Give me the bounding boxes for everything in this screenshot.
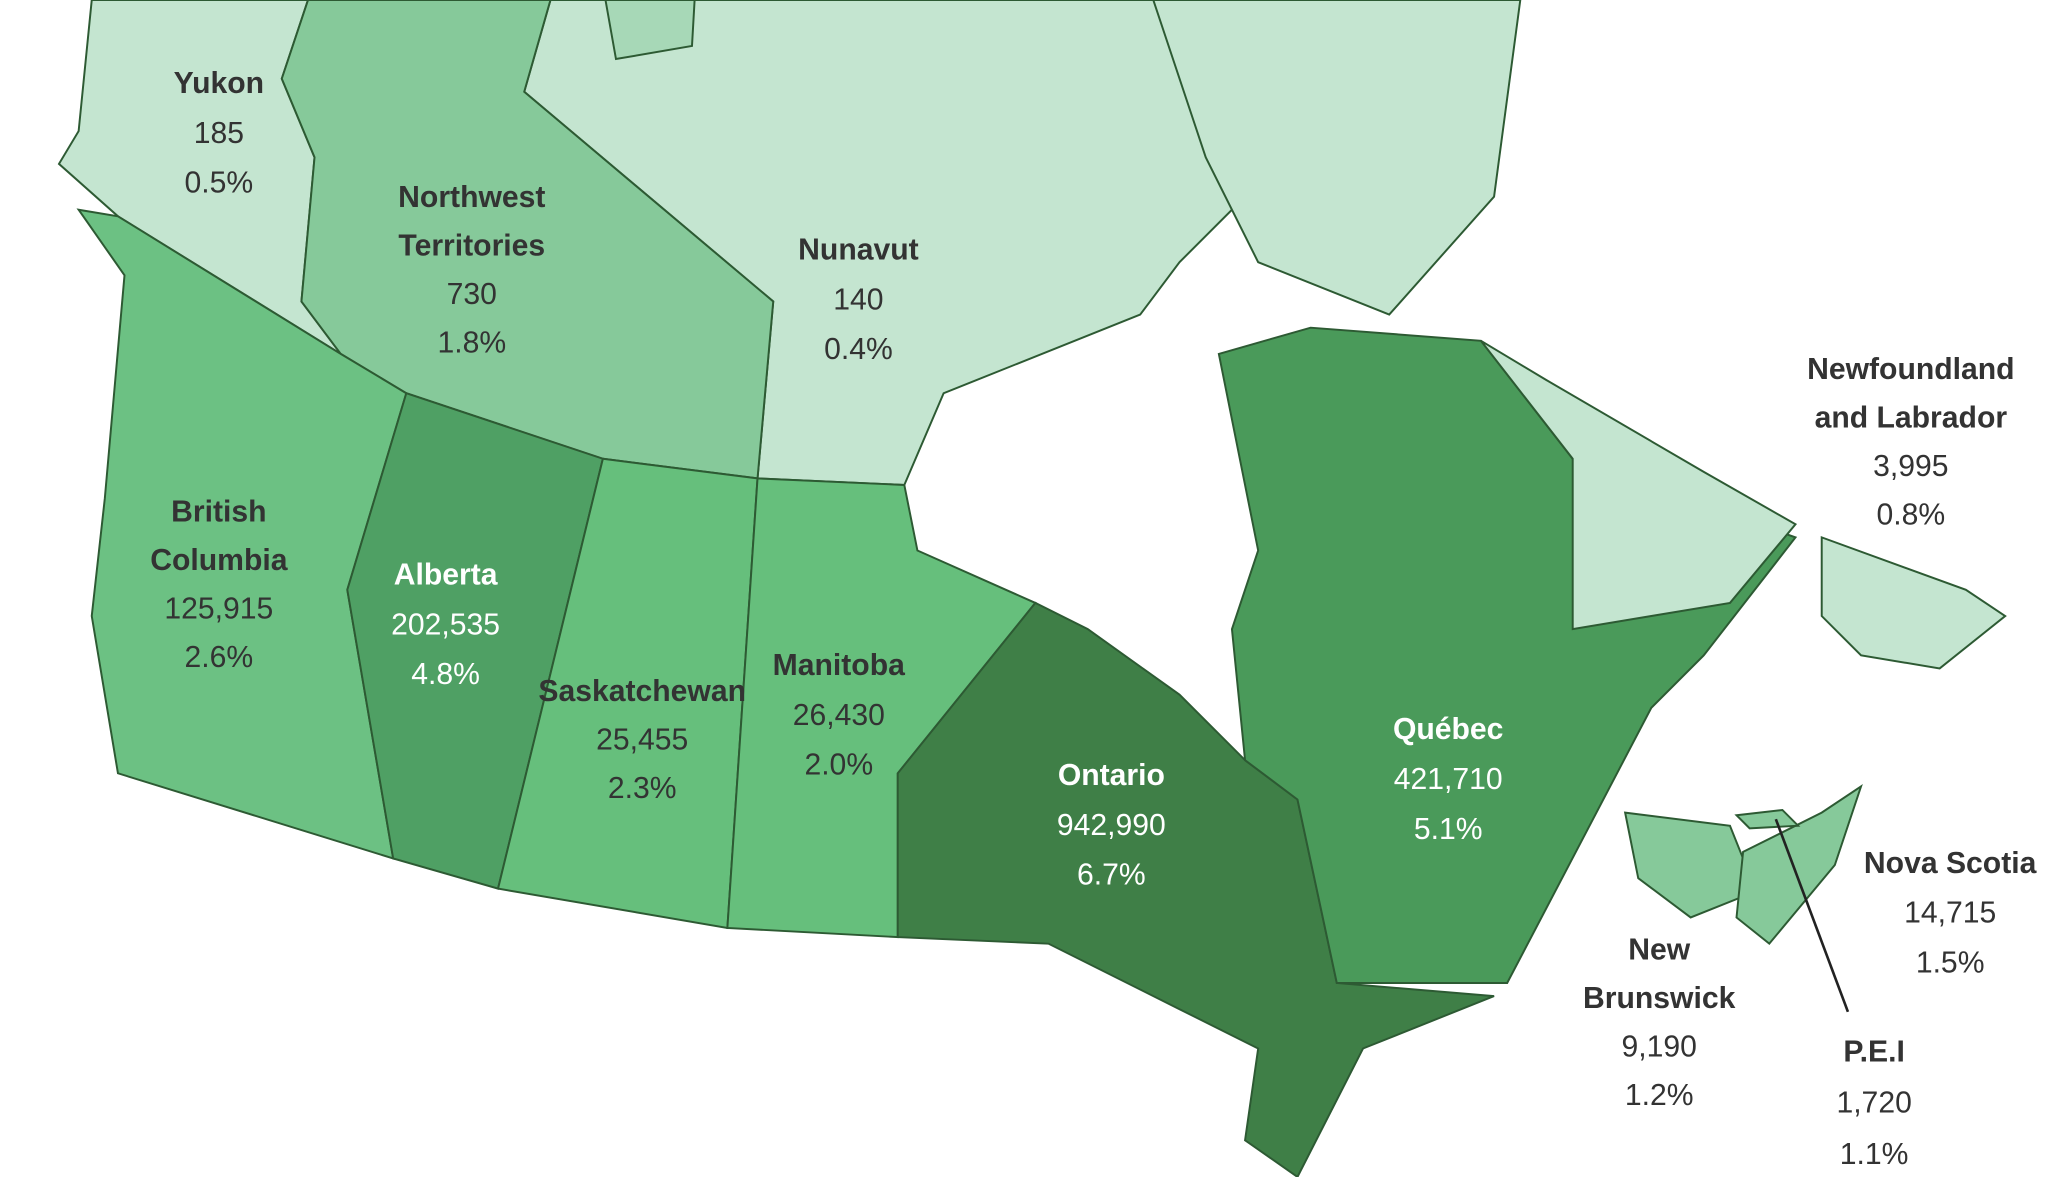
region-name: and Labrador [1815, 401, 2008, 434]
region-value: 185 [194, 117, 244, 150]
region-name: Columbia [150, 544, 287, 577]
region-value: 125,915 [164, 593, 273, 626]
region-value: 2.0% [804, 749, 873, 782]
nunavut-island [1152, 0, 1522, 316]
newfoundland-shape [1820, 535, 2007, 670]
region-name: Québec [1393, 713, 1504, 746]
pei-pointer [1774, 818, 1850, 1013]
region-value: 942,990 [1057, 809, 1166, 842]
region-value: 421,710 [1394, 763, 1503, 796]
region-name: New [1628, 933, 1691, 966]
ontario-shape [896, 601, 1495, 1177]
region-name: Ontario [1058, 759, 1165, 792]
region-name: Newfoundland [1807, 353, 2015, 386]
region-value: 2.3% [608, 772, 677, 805]
nunavut-island [604, 0, 696, 61]
pei-shape [1734, 808, 1801, 830]
region-value: 3,995 [1873, 450, 1948, 483]
region-name: Yukon [174, 67, 264, 100]
region-value: 0.8% [1876, 498, 1945, 531]
region-name: Brunswick [1583, 982, 1736, 1015]
region-value: 202,535 [391, 608, 500, 641]
labrador-shape [1480, 339, 1798, 631]
region-value: 0.4% [824, 333, 893, 366]
region-value: 6.7% [1077, 859, 1146, 892]
region-value: 14,715 [1904, 897, 1996, 930]
region-value: 1.2% [1625, 1079, 1694, 1112]
region-value: 140 [833, 283, 883, 316]
region-name: Territories [398, 230, 545, 263]
new-brunswick-shape [1623, 811, 1758, 919]
region-name: Nova Scotia [1864, 847, 2037, 880]
region-name: Manitoba [773, 649, 905, 682]
nova-scotia-shape [1735, 783, 1863, 946]
region-value: 25,455 [596, 724, 688, 757]
alberta-shape [346, 391, 605, 890]
region-name: Alberta [394, 559, 498, 592]
region-value: 2.6% [185, 641, 254, 674]
region-value: 26,430 [793, 699, 885, 732]
region-name: British [171, 496, 266, 529]
region-value: 1,720 [1836, 1087, 1911, 1120]
region-value: 1.5% [1916, 947, 1985, 980]
region-value: 1.1% [1840, 1138, 1909, 1171]
region-name: Northwest [398, 181, 545, 214]
region-name: P.E.I [1843, 1036, 1904, 1069]
region-value: 1.8% [437, 327, 506, 360]
region-value: 0.5% [185, 167, 254, 200]
region-value: 5.1% [1414, 813, 1483, 846]
territory-shapes [57, 0, 2007, 1177]
region-value: 730 [447, 278, 497, 311]
region-value: 4.8% [411, 658, 480, 691]
region-value: 9,190 [1622, 1030, 1697, 1063]
region-name: Saskatchewan [538, 675, 746, 708]
region-name: Nunavut [798, 234, 919, 267]
region-labels: Yukon 185 0.5% Northwest Territories 730 1.8% N… [150, 67, 2036, 1171]
